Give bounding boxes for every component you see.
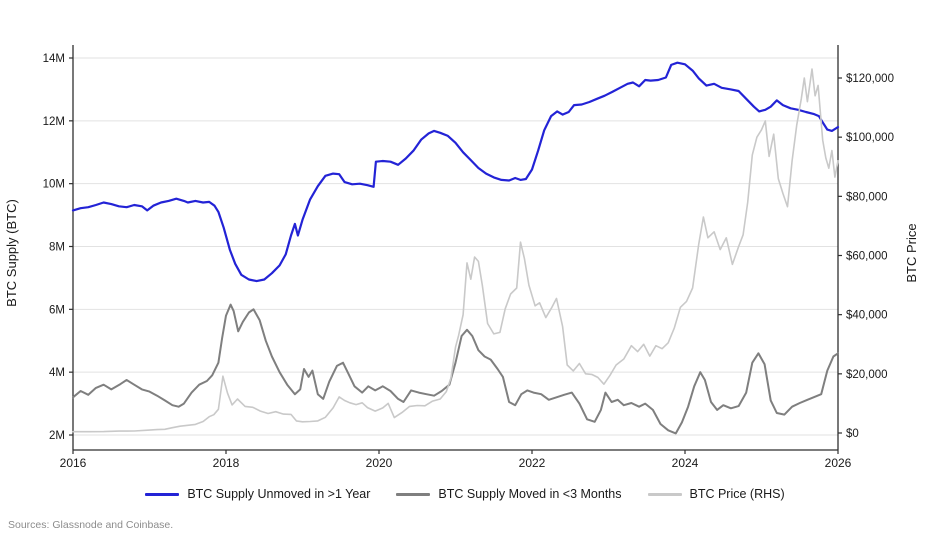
legend-swatch-supply-moved bbox=[396, 492, 431, 496]
series-line-1 bbox=[72, 303, 839, 435]
right-axis-tick-label: $100,000 bbox=[846, 132, 894, 144]
chart-canvas: 2M 4M 6M 8M 10M 12M 14M $0 $20,000 $40,000 $60,000… bbox=[4, 45, 919, 470]
left-axis-tick-label: 8M bbox=[49, 242, 65, 254]
legend-item-supply-unmoved: BTC Supply Unmoved in >1 Year bbox=[145, 487, 370, 501]
left-axis-tick-label: 2M bbox=[49, 430, 65, 442]
x-axis-tick-label: 2020 bbox=[366, 456, 393, 470]
left-axis-tick-label: 12M bbox=[43, 116, 65, 128]
tick-labels: 2M 4M 6M 8M 10M 12M 14M $0 $20,000 $40,000 $60,000… bbox=[43, 53, 894, 470]
x-axis-tick-label: 2018 bbox=[213, 456, 240, 470]
left-axis-tick-label: 10M bbox=[43, 179, 65, 191]
right-axis-title: BTC Price bbox=[904, 223, 919, 282]
series-lines bbox=[71, 61, 840, 435]
series-line-0 bbox=[71, 61, 840, 283]
right-axis-tick-label: $120,000 bbox=[846, 73, 894, 85]
series-line-2 bbox=[72, 68, 839, 433]
x-axis-tick-label: 2026 bbox=[825, 456, 852, 470]
legend-swatch-price bbox=[647, 492, 682, 496]
x-axis-tick-label: 2024 bbox=[672, 456, 699, 470]
legend-item-supply-moved: BTC Supply Moved in <3 Months bbox=[396, 487, 622, 501]
x-axis-tick-label: 2016 bbox=[60, 456, 87, 470]
right-axis-tick-label: $20,000 bbox=[846, 369, 888, 381]
right-axis-tick-label: $80,000 bbox=[846, 191, 888, 203]
left-axis-tick-label: 6M bbox=[49, 304, 65, 316]
left-axis-tick-label: 14M bbox=[43, 53, 65, 65]
source-note: Sources: Glassnode and Coinbase. bbox=[8, 519, 174, 531]
left-axis-tick-label: 4M bbox=[49, 367, 65, 379]
legend-swatch-supply-unmoved bbox=[145, 492, 180, 496]
legend-label-supply-unmoved: BTC Supply Unmoved in >1 Year bbox=[187, 487, 371, 501]
right-axis-tick-label: $60,000 bbox=[846, 251, 888, 263]
gridlines bbox=[73, 57, 838, 436]
legend-item-price: BTC Price (RHS) bbox=[647, 487, 785, 501]
left-axis-title: BTC Supply (BTC) bbox=[4, 199, 19, 307]
legend-label-price: BTC Price (RHS) bbox=[689, 487, 785, 501]
x-axis-tick-label: 2022 bbox=[519, 456, 546, 470]
right-axis-tick-label: $40,000 bbox=[846, 310, 888, 322]
legend-label-supply-moved: BTC Supply Moved in <3 Months bbox=[438, 487, 622, 501]
right-axis-tick-label: $0 bbox=[846, 428, 859, 440]
axis-frame bbox=[69, 45, 842, 454]
chart-legend: BTC Supply Unmoved in >1 Year BTC Supply… bbox=[0, 487, 930, 501]
